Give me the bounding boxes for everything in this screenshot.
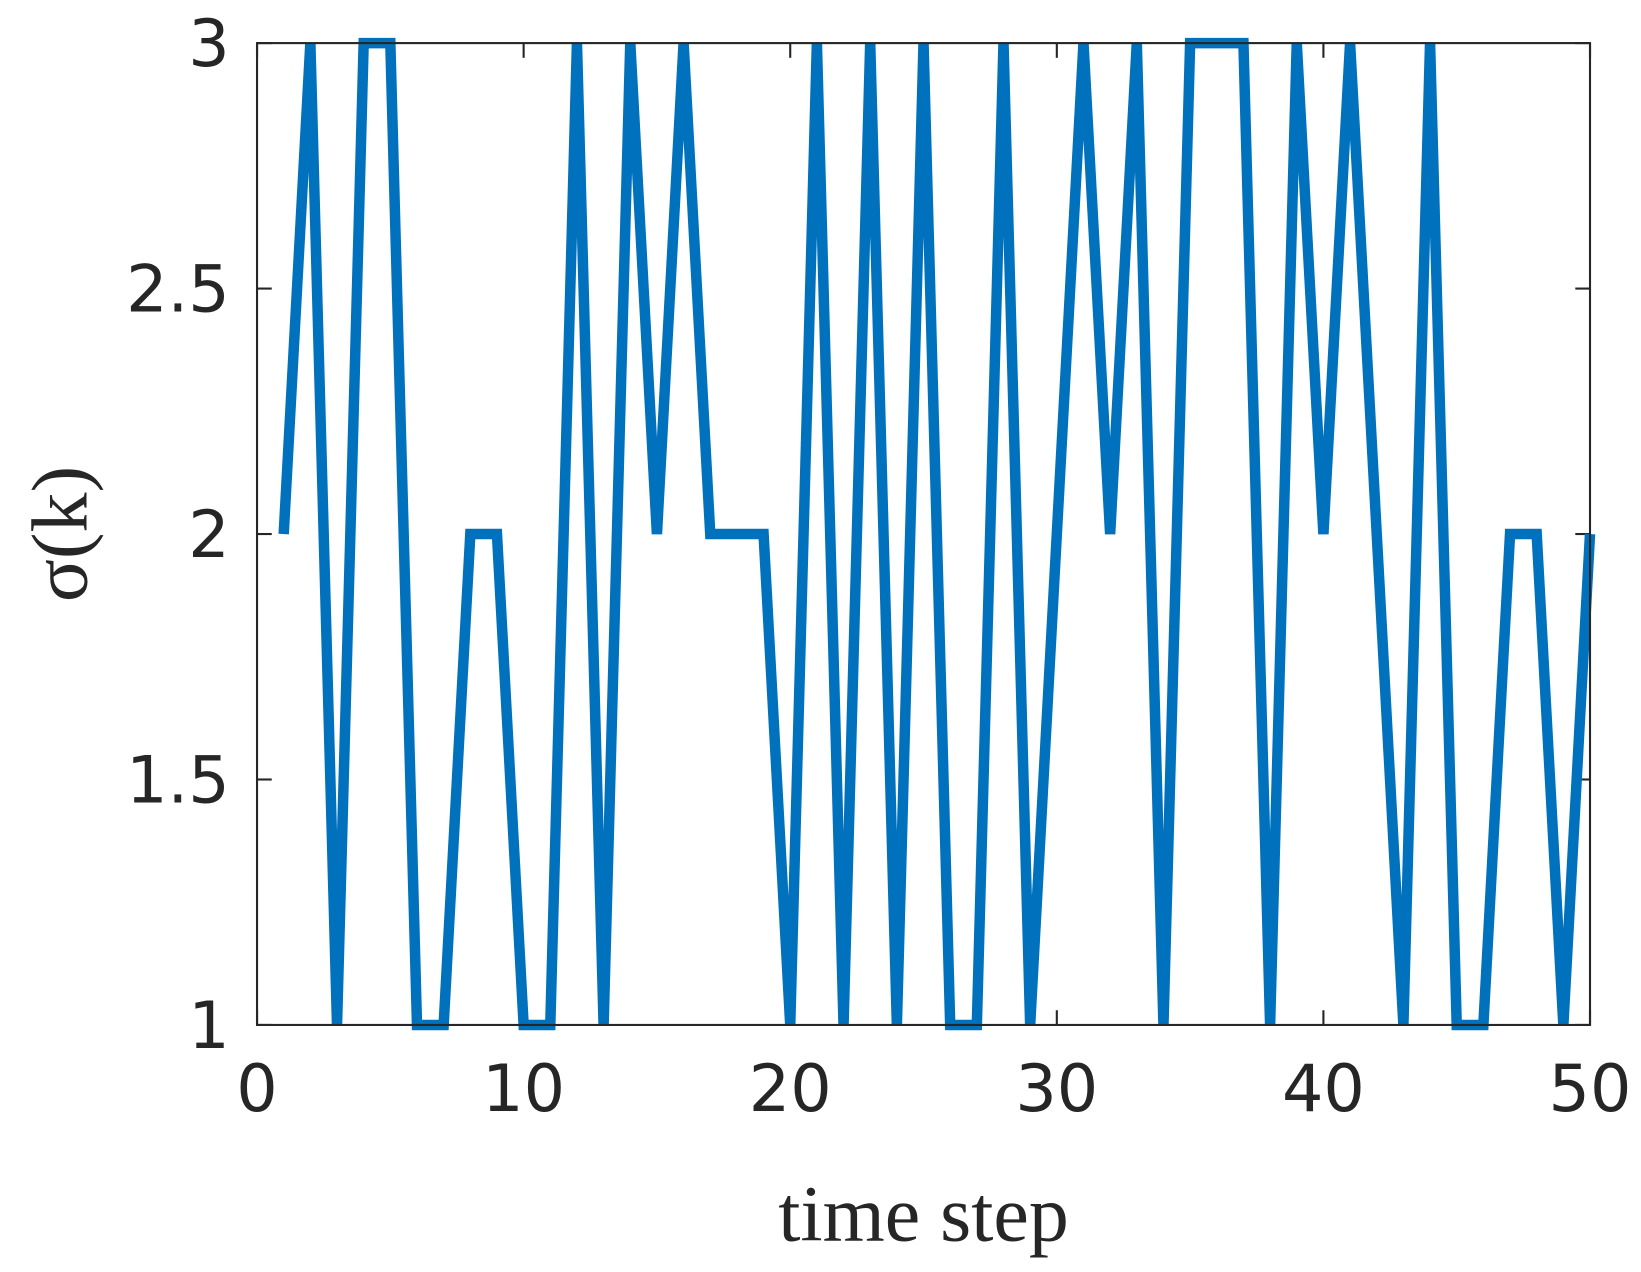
y-tick-label: 1: [188, 989, 229, 1064]
data-line: [278, 37, 1596, 1031]
x-axis-label: time step: [778, 1170, 1069, 1258]
x-tick-label: 30: [1015, 1052, 1098, 1127]
x-tick-label: 10: [482, 1052, 565, 1127]
y-axis-label: σ(k): [17, 466, 105, 602]
y-tick-label: 2.5: [126, 253, 230, 328]
x-tick-label: 0: [236, 1052, 277, 1127]
x-tick-label: 50: [1549, 1052, 1632, 1127]
y-tick-label: 3: [188, 7, 229, 82]
x-tick-label: 20: [749, 1052, 832, 1127]
y-tick-label: 1.5: [126, 744, 230, 819]
x-tick-label: 40: [1282, 1052, 1365, 1127]
axes-box: [255, 42, 1592, 1027]
y-tick-label: 2: [188, 498, 229, 573]
